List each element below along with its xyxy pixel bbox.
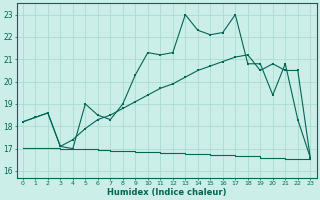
X-axis label: Humidex (Indice chaleur): Humidex (Indice chaleur) <box>107 188 226 197</box>
